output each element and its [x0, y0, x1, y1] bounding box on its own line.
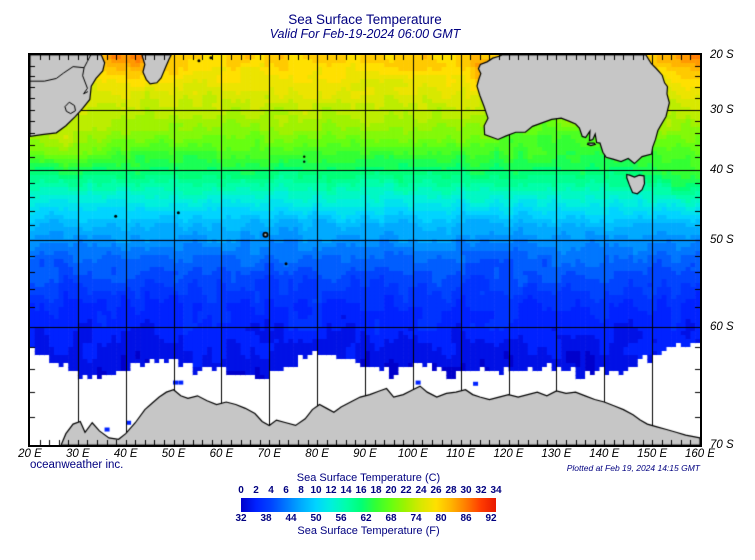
celsius-value-label: 34: [490, 485, 502, 496]
lon-tick-label: 60 E: [209, 448, 234, 460]
celsius-value-label: 12: [325, 485, 337, 496]
colorbar-gradient: [241, 498, 496, 512]
fahrenheit-scale-labels: 32 38 44 50 56 62 68 74 80 86 92: [235, 513, 497, 525]
legend-fahrenheit-title: Sea Surface Temperature (F): [297, 525, 440, 537]
fahrenheit-value-label: 80: [435, 513, 447, 524]
lon-tick-label: 130 E: [541, 448, 572, 460]
valid-time-subtitle: Valid For Feb-19-2024 06:00 GMT: [269, 27, 461, 41]
celsius-value-label: 30: [460, 485, 472, 496]
celsius-value-label: 18: [370, 485, 382, 496]
legend-celsius-title: Sea Surface Temperature (C): [296, 472, 441, 484]
fahrenheit-value-label: 44: [285, 513, 297, 524]
celsius-value-label: 24: [415, 485, 427, 496]
fahrenheit-value-label: 68: [385, 513, 397, 524]
celsius-value-label: 4: [268, 485, 274, 496]
credit-text: oceanweather inc.: [30, 459, 124, 471]
fahrenheit-value-label: 62: [360, 513, 372, 524]
fahrenheit-value-label: 56: [335, 513, 347, 524]
celsius-value-label: 22: [400, 485, 412, 496]
celsius-value-label: 0: [238, 485, 244, 496]
page-title: Sea Surface Temperature: [288, 12, 442, 27]
lon-tick-label: 120 E: [493, 448, 524, 460]
lat-tick-label: 20 S: [710, 49, 734, 61]
lon-tick-label: 80 E: [305, 448, 329, 460]
celsius-value-label: 14: [340, 485, 352, 496]
temperature-legend: Sea Surface Temperature (C) 0 2 4 6 8 10 12 14 1…: [235, 472, 501, 538]
lat-tick-label: 30 S: [710, 103, 734, 116]
celsius-value-label: 20: [385, 485, 397, 496]
lon-tick-label: 150 E: [637, 448, 668, 460]
celsius-value-label: 10: [310, 485, 322, 496]
fahrenheit-value-label: 38: [260, 513, 272, 524]
lon-tick-label: 90 E: [353, 448, 377, 460]
celsius-value-label: 16: [355, 485, 367, 496]
celsius-value-label: 6: [283, 485, 289, 496]
lon-tick-label: 160 E: [684, 448, 716, 460]
fahrenheit-value-label: 32: [235, 513, 247, 524]
lat-tick-label: 50 S: [710, 234, 734, 247]
lon-tick-label: 70 E: [257, 448, 282, 460]
lat-tick-label: 70 S: [710, 439, 734, 451]
lon-tick-label: 100 E: [397, 448, 428, 460]
title-block: Sea Surface Temperature Valid For Feb-19…: [28, 12, 702, 41]
lon-tick-label: 20 E: [18, 448, 42, 460]
celsius-value-label: 2: [253, 485, 259, 496]
lon-tick-label: 40 E: [113, 448, 138, 460]
sst-map-canvas: [28, 53, 702, 447]
lon-tick-label: 30 E: [66, 448, 90, 460]
celsius-value-label: 28: [445, 485, 457, 496]
plotted-at-text: Plotted at Feb 19, 2024 14:15 GMT: [566, 463, 700, 473]
fahrenheit-value-label: 86: [460, 513, 472, 524]
lat-tick-label: 40 S: [710, 163, 734, 176]
lat-tick-label: 60 S: [710, 320, 734, 333]
fahrenheit-value-label: 74: [410, 513, 422, 524]
lon-tick-label: 110 E: [446, 448, 476, 460]
fahrenheit-value-label: 92: [485, 513, 497, 524]
celsius-value-label: 32: [475, 485, 487, 496]
lon-tick-label: 50 E: [161, 448, 186, 460]
fahrenheit-value-label: 50: [310, 513, 322, 524]
celsius-value-label: 26: [430, 485, 442, 496]
lon-tick-label: 140 E: [589, 448, 620, 460]
celsius-value-label: 8: [298, 485, 304, 496]
celsius-scale-labels: 0 2 4 6 8 10 12 14 16 18 20 22 24 26 28 30 32 34: [238, 485, 501, 497]
